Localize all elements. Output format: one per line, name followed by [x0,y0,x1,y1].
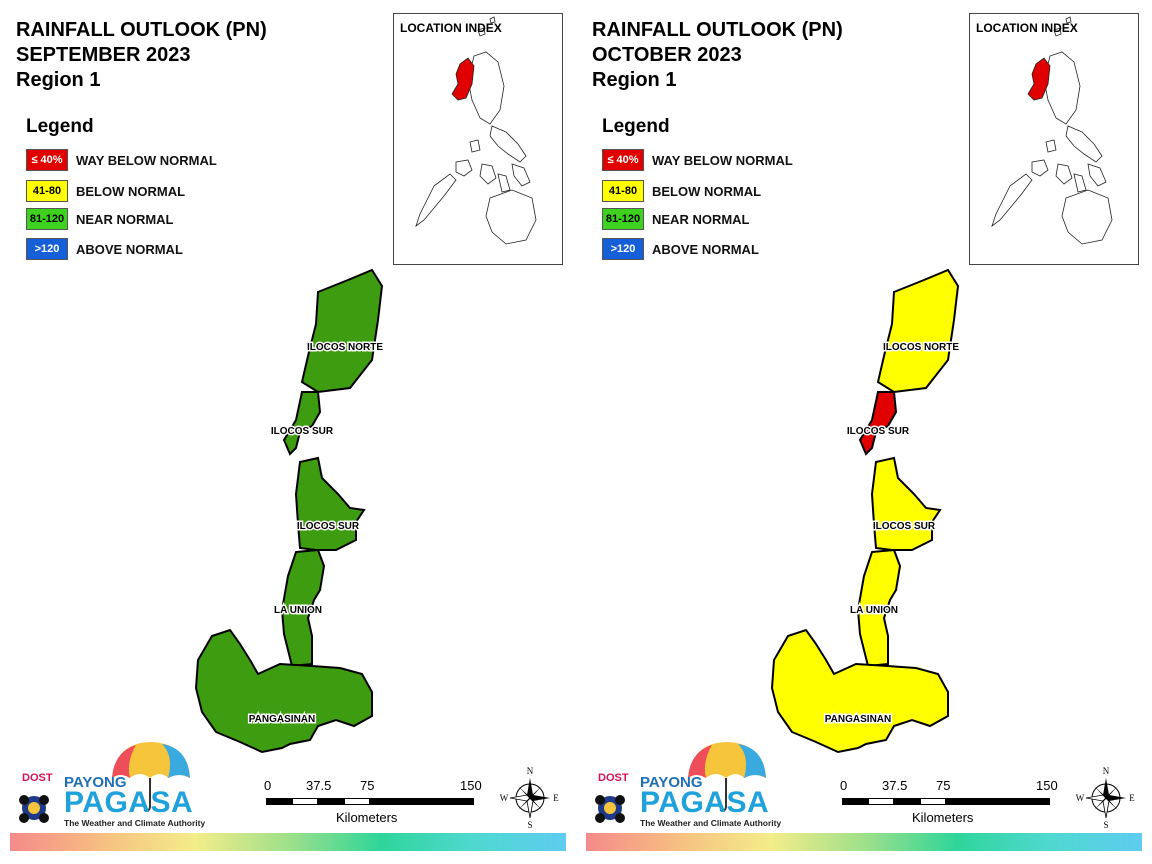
province-ilocos-norte [876,268,960,394]
legend-title: Legend [602,116,670,137]
payong-pagasa-logo: DOST PAYONG PAGASA The Weather and Clima… [588,738,788,834]
title-line-3: Region 1 [592,69,677,91]
logo-tagline: The Weather and Climate Authority [640,818,782,828]
legend-label: ABOVE NORMAL [76,242,183,257]
region-1-highlight [1027,57,1051,101]
umbrella-logo-icon [19,742,190,823]
svg-text:N: N [527,766,534,776]
scale-tick: 37.5 [306,778,332,793]
title-line-3: Region 1 [16,69,101,91]
svg-text:E: E [553,793,559,803]
legend-swatch: 81-120 [26,208,68,230]
logo-dost-text: DOST [598,772,629,784]
logo-payong-text: PAYONG [640,774,703,791]
legend-label: NEAR NORMAL [652,212,750,227]
province-label: ILOCOS SUR [873,521,936,532]
svg-text:N: N [1103,766,1110,776]
province-pangasinan [770,628,949,754]
title-line-2: SEPTEMBER 2023 [16,44,191,66]
location-index-map: LOCATION INDEX [393,13,563,265]
legend-swatch: 41-80 [602,180,644,202]
outlook-panel-october: RAINFALL OUTLOOK (PN) OCTOBER 2023 Regio… [576,0,1152,864]
province-label: ILOCOS SUR [297,521,360,532]
province-label: LA UNION [274,605,322,616]
region-1-map: ILOCOS NORTE ILOCOS SUR ILOCOS SUR LA UN… [194,268,385,754]
scale-tick: 0 [264,778,272,793]
legend-label: WAY BELOW NORMAL [76,153,217,168]
province-label: ILOCOS SUR [847,426,910,437]
logo-dost-text: DOST [22,772,53,784]
color-gradient-strip [10,833,566,851]
logo-pagasa-text: PAGASA [640,786,770,819]
scale-bar: 0 37.5 75 150 Kilometers [264,776,494,826]
legend-swatch: 41-80 [26,180,68,202]
location-index-label: LOCATION INDEX [976,21,1078,35]
logo-tagline: The Weather and Climate Authority [64,818,206,828]
map-title: RAINFALL OUTLOOK (PN) OCTOBER 2023 Regio… [592,18,843,93]
legend-swatch: ≤ 40% [26,149,68,171]
location-index-map: LOCATION INDEX [969,13,1139,265]
scale-tick: 150 [1036,778,1058,793]
svg-text:S: S [1103,820,1108,830]
svg-text:W: W [1076,793,1085,803]
scale-tick: 37.5 [882,778,908,793]
province-ilocos-norte [300,268,384,394]
province-label: ILOCOS NORTE [307,342,383,353]
outlook-panel-september: RAINFALL OUTLOOK (PN) SEPTEMBER 2023 Reg… [10,13,566,851]
province-ilocos-sur-south [870,456,942,551]
scale-tick: 75 [360,778,375,793]
province-ilocos-sur-north [858,391,898,456]
province-label: LA UNION [850,605,898,616]
province-label: ILOCOS NORTE [883,342,959,353]
title-line-2: OCTOBER 2023 [592,44,742,66]
title-line-1: RAINFALL OUTLOOK (PN) [16,19,267,41]
legend-label: WAY BELOW NORMAL [652,153,793,168]
legend-swatch: >120 [26,238,68,260]
philippines-outline-map [991,16,1113,245]
scale-tick: 150 [460,778,482,793]
legend-swatch: 81-120 [602,208,644,230]
legend-title: Legend [26,116,94,137]
region-1-highlight [451,57,475,101]
svg-text:S: S [527,820,532,830]
province-label: PANGASINAN [249,714,315,725]
scale-bar: 0 37.5 75 150 Kilometers [840,776,1070,826]
region-1-map: ILOCOS NORTE ILOCOS SUR ILOCOS SUR LA UN… [770,268,961,754]
compass-rose-icon: N S W E [500,766,559,830]
color-gradient-strip [586,833,1142,851]
location-index-label: LOCATION INDEX [400,21,502,35]
legend-label: BELOW NORMAL [652,184,762,199]
province-ilocos-sur-south [294,456,366,551]
province-la-union [856,548,902,668]
legend-swatch: ≤ 40% [602,149,644,171]
province-pangasinan [194,628,373,754]
philippines-outline-map [415,16,537,245]
province-label: ILOCOS SUR [271,426,334,437]
province-la-union [280,548,326,668]
province-ilocos-sur-north [282,391,322,456]
title-line-1: RAINFALL OUTLOOK (PN) [592,19,843,41]
legend-label: ABOVE NORMAL [652,242,759,257]
compass-rose-icon: N S W E [1076,766,1135,830]
svg-text:W: W [500,793,509,803]
legend-label: NEAR NORMAL [76,212,174,227]
logo-pagasa-text: PAGASA [64,786,194,819]
map-title: RAINFALL OUTLOOK (PN) SEPTEMBER 2023 Reg… [16,18,267,93]
province-label: PANGASINAN [825,714,891,725]
umbrella-logo-icon [595,742,766,823]
payong-pagasa-logo: DOST PAYONG PAGASA The Weather and Clima… [12,738,212,834]
logo-payong-text: PAYONG [64,774,127,791]
scale-tick: 75 [936,778,951,793]
legend-label: BELOW NORMAL [76,184,186,199]
legend-swatch: >120 [602,238,644,260]
scale-unit-label: Kilometers [336,810,398,825]
svg-text:E: E [1129,793,1135,803]
scale-unit-label: Kilometers [912,810,974,825]
scale-tick: 0 [840,778,848,793]
